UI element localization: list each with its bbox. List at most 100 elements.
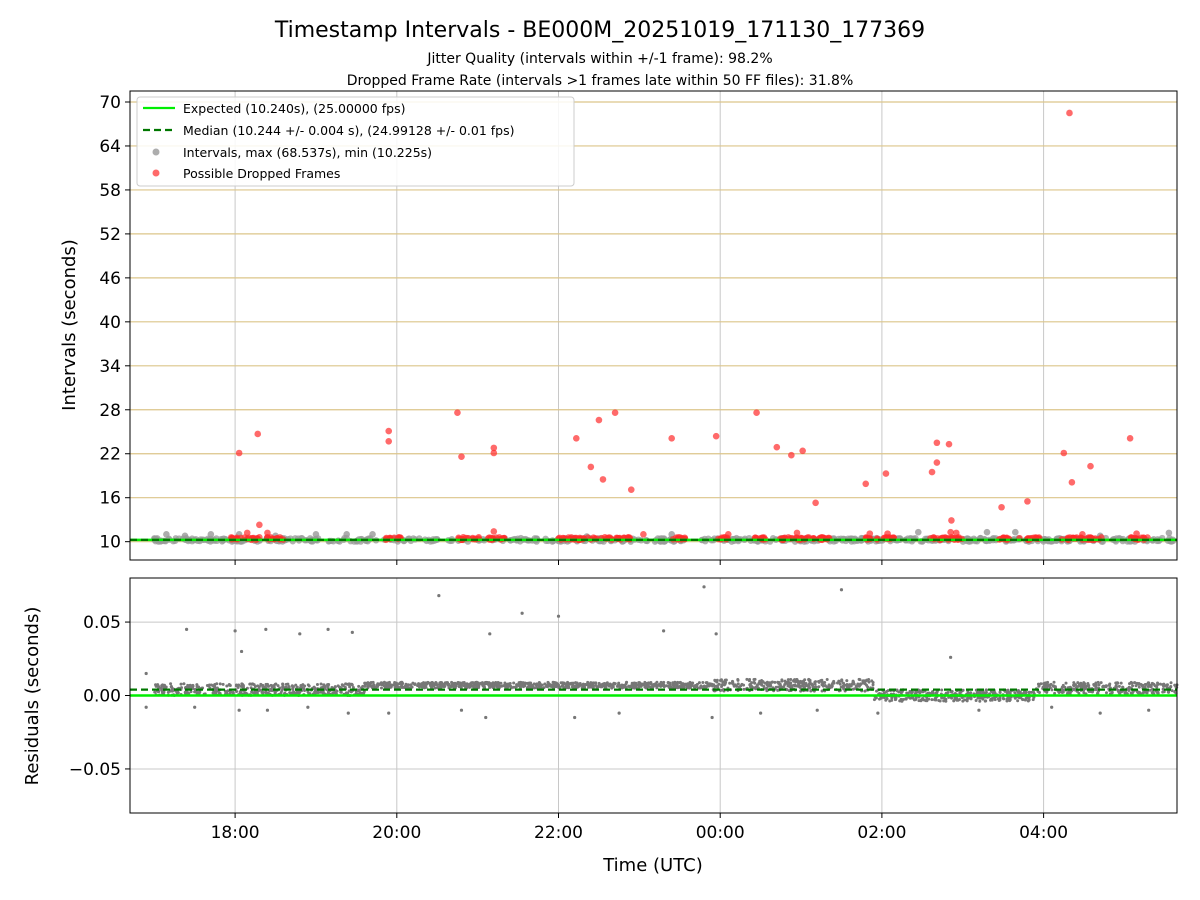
- legend-dropped-swatch: [152, 169, 160, 177]
- residual-point: [156, 684, 160, 688]
- residual-point: [662, 683, 666, 687]
- residual-point: [904, 697, 908, 701]
- residual-outlier-10: [520, 611, 524, 615]
- residual-point: [506, 682, 510, 686]
- residual-point: [733, 683, 737, 687]
- residual-point: [512, 685, 516, 689]
- residual-point: [1169, 681, 1173, 685]
- residual-point: [379, 686, 383, 690]
- residual-point: [859, 682, 863, 686]
- residual-point: [507, 684, 511, 688]
- residual-point: [281, 682, 285, 686]
- residual-outlier-15: [839, 588, 844, 592]
- interval-outlier-11: [983, 528, 991, 536]
- top-ytick-label-4: 34: [99, 357, 121, 377]
- residual-point: [363, 681, 367, 685]
- residual-point: [570, 682, 574, 686]
- residual-point: [654, 682, 658, 686]
- residual-point: [1016, 699, 1020, 703]
- residual-point: [392, 682, 396, 686]
- residual-point: [786, 681, 790, 685]
- residual-point: [610, 686, 614, 690]
- residual-point: [1156, 691, 1160, 695]
- residual-point: [1008, 691, 1012, 695]
- residual-point: [294, 691, 298, 695]
- residual-outlier-1: [184, 627, 189, 632]
- residual-point: [627, 684, 631, 688]
- residual-point: [179, 686, 183, 690]
- residual-point: [1116, 688, 1120, 692]
- residual-point: [261, 691, 265, 695]
- bottom-ytick-label-0: −0.05: [69, 760, 121, 780]
- residual-point: [326, 683, 330, 687]
- residual-point: [257, 688, 261, 692]
- residual-point: [993, 698, 997, 702]
- residual-point: [1023, 698, 1027, 702]
- residual-point: [188, 685, 192, 689]
- residual-point: [543, 682, 547, 686]
- residual-point: [395, 685, 399, 689]
- residual-point: [559, 681, 563, 685]
- residual-point: [449, 684, 453, 688]
- residual-point: [984, 690, 988, 694]
- residual-point: [750, 681, 754, 685]
- residual-point: [1131, 684, 1135, 688]
- residual-point: [1137, 685, 1141, 689]
- residual-point: [1072, 681, 1076, 685]
- residual-point: [1060, 685, 1064, 689]
- residual-point: [984, 688, 988, 692]
- residual-point: [602, 682, 606, 686]
- bottom-ytick-label-1: 0.00: [83, 687, 121, 707]
- residual-outlier-18: [193, 705, 197, 709]
- residual-point: [955, 698, 959, 702]
- residual-point: [1149, 684, 1153, 688]
- residual-point: [1024, 690, 1028, 694]
- residual-point: [209, 683, 213, 687]
- residual-outlier-28: [710, 715, 714, 720]
- residual-point: [817, 679, 821, 683]
- residual-outlier-22: [346, 711, 350, 715]
- residual-outlier-24: [459, 708, 464, 712]
- dropped-frame-point-19: [668, 435, 675, 442]
- residual-point: [1119, 681, 1123, 685]
- residual-point: [410, 685, 414, 689]
- residual-point: [1048, 686, 1052, 690]
- residual-point: [1165, 683, 1169, 687]
- residual-point: [838, 682, 842, 686]
- residual-point: [828, 684, 832, 688]
- residual-point: [480, 682, 484, 686]
- interval-outlier-12: [1012, 528, 1019, 536]
- residual-point: [789, 681, 793, 685]
- dropped-frame-point-13: [587, 463, 595, 471]
- residual-point: [1148, 688, 1152, 692]
- residual-point: [866, 685, 870, 689]
- residual-point: [336, 684, 340, 688]
- residual-point: [919, 698, 923, 702]
- residual-point: [1173, 683, 1177, 687]
- residual-point: [323, 684, 327, 688]
- residual-point: [1139, 683, 1143, 687]
- top-ytick-label-5: 40: [99, 313, 121, 333]
- residual-point: [1162, 682, 1166, 686]
- residual-point: [890, 696, 894, 700]
- residual-point: [409, 683, 413, 687]
- residual-point: [801, 684, 805, 688]
- residual-point: [221, 682, 225, 686]
- residual-point: [820, 680, 824, 684]
- residual-point: [914, 696, 918, 700]
- residual-point: [1044, 686, 1048, 690]
- dropped-frame-point-36: [948, 517, 955, 524]
- dropped-frame-point-32: [928, 468, 936, 476]
- residual-point: [728, 681, 732, 685]
- residual-point: [1006, 688, 1010, 692]
- top-ytick-label-3: 28: [99, 401, 121, 421]
- residual-point: [1094, 681, 1098, 685]
- dropped-frame-point-40: [1024, 498, 1031, 505]
- residual-point: [547, 683, 551, 687]
- residual-point: [935, 690, 939, 694]
- residual-point: [666, 681, 670, 685]
- residual-point: [363, 684, 367, 688]
- dropped-frame-point-28: [862, 480, 870, 488]
- residual-point: [252, 683, 256, 687]
- residual-point: [303, 684, 307, 688]
